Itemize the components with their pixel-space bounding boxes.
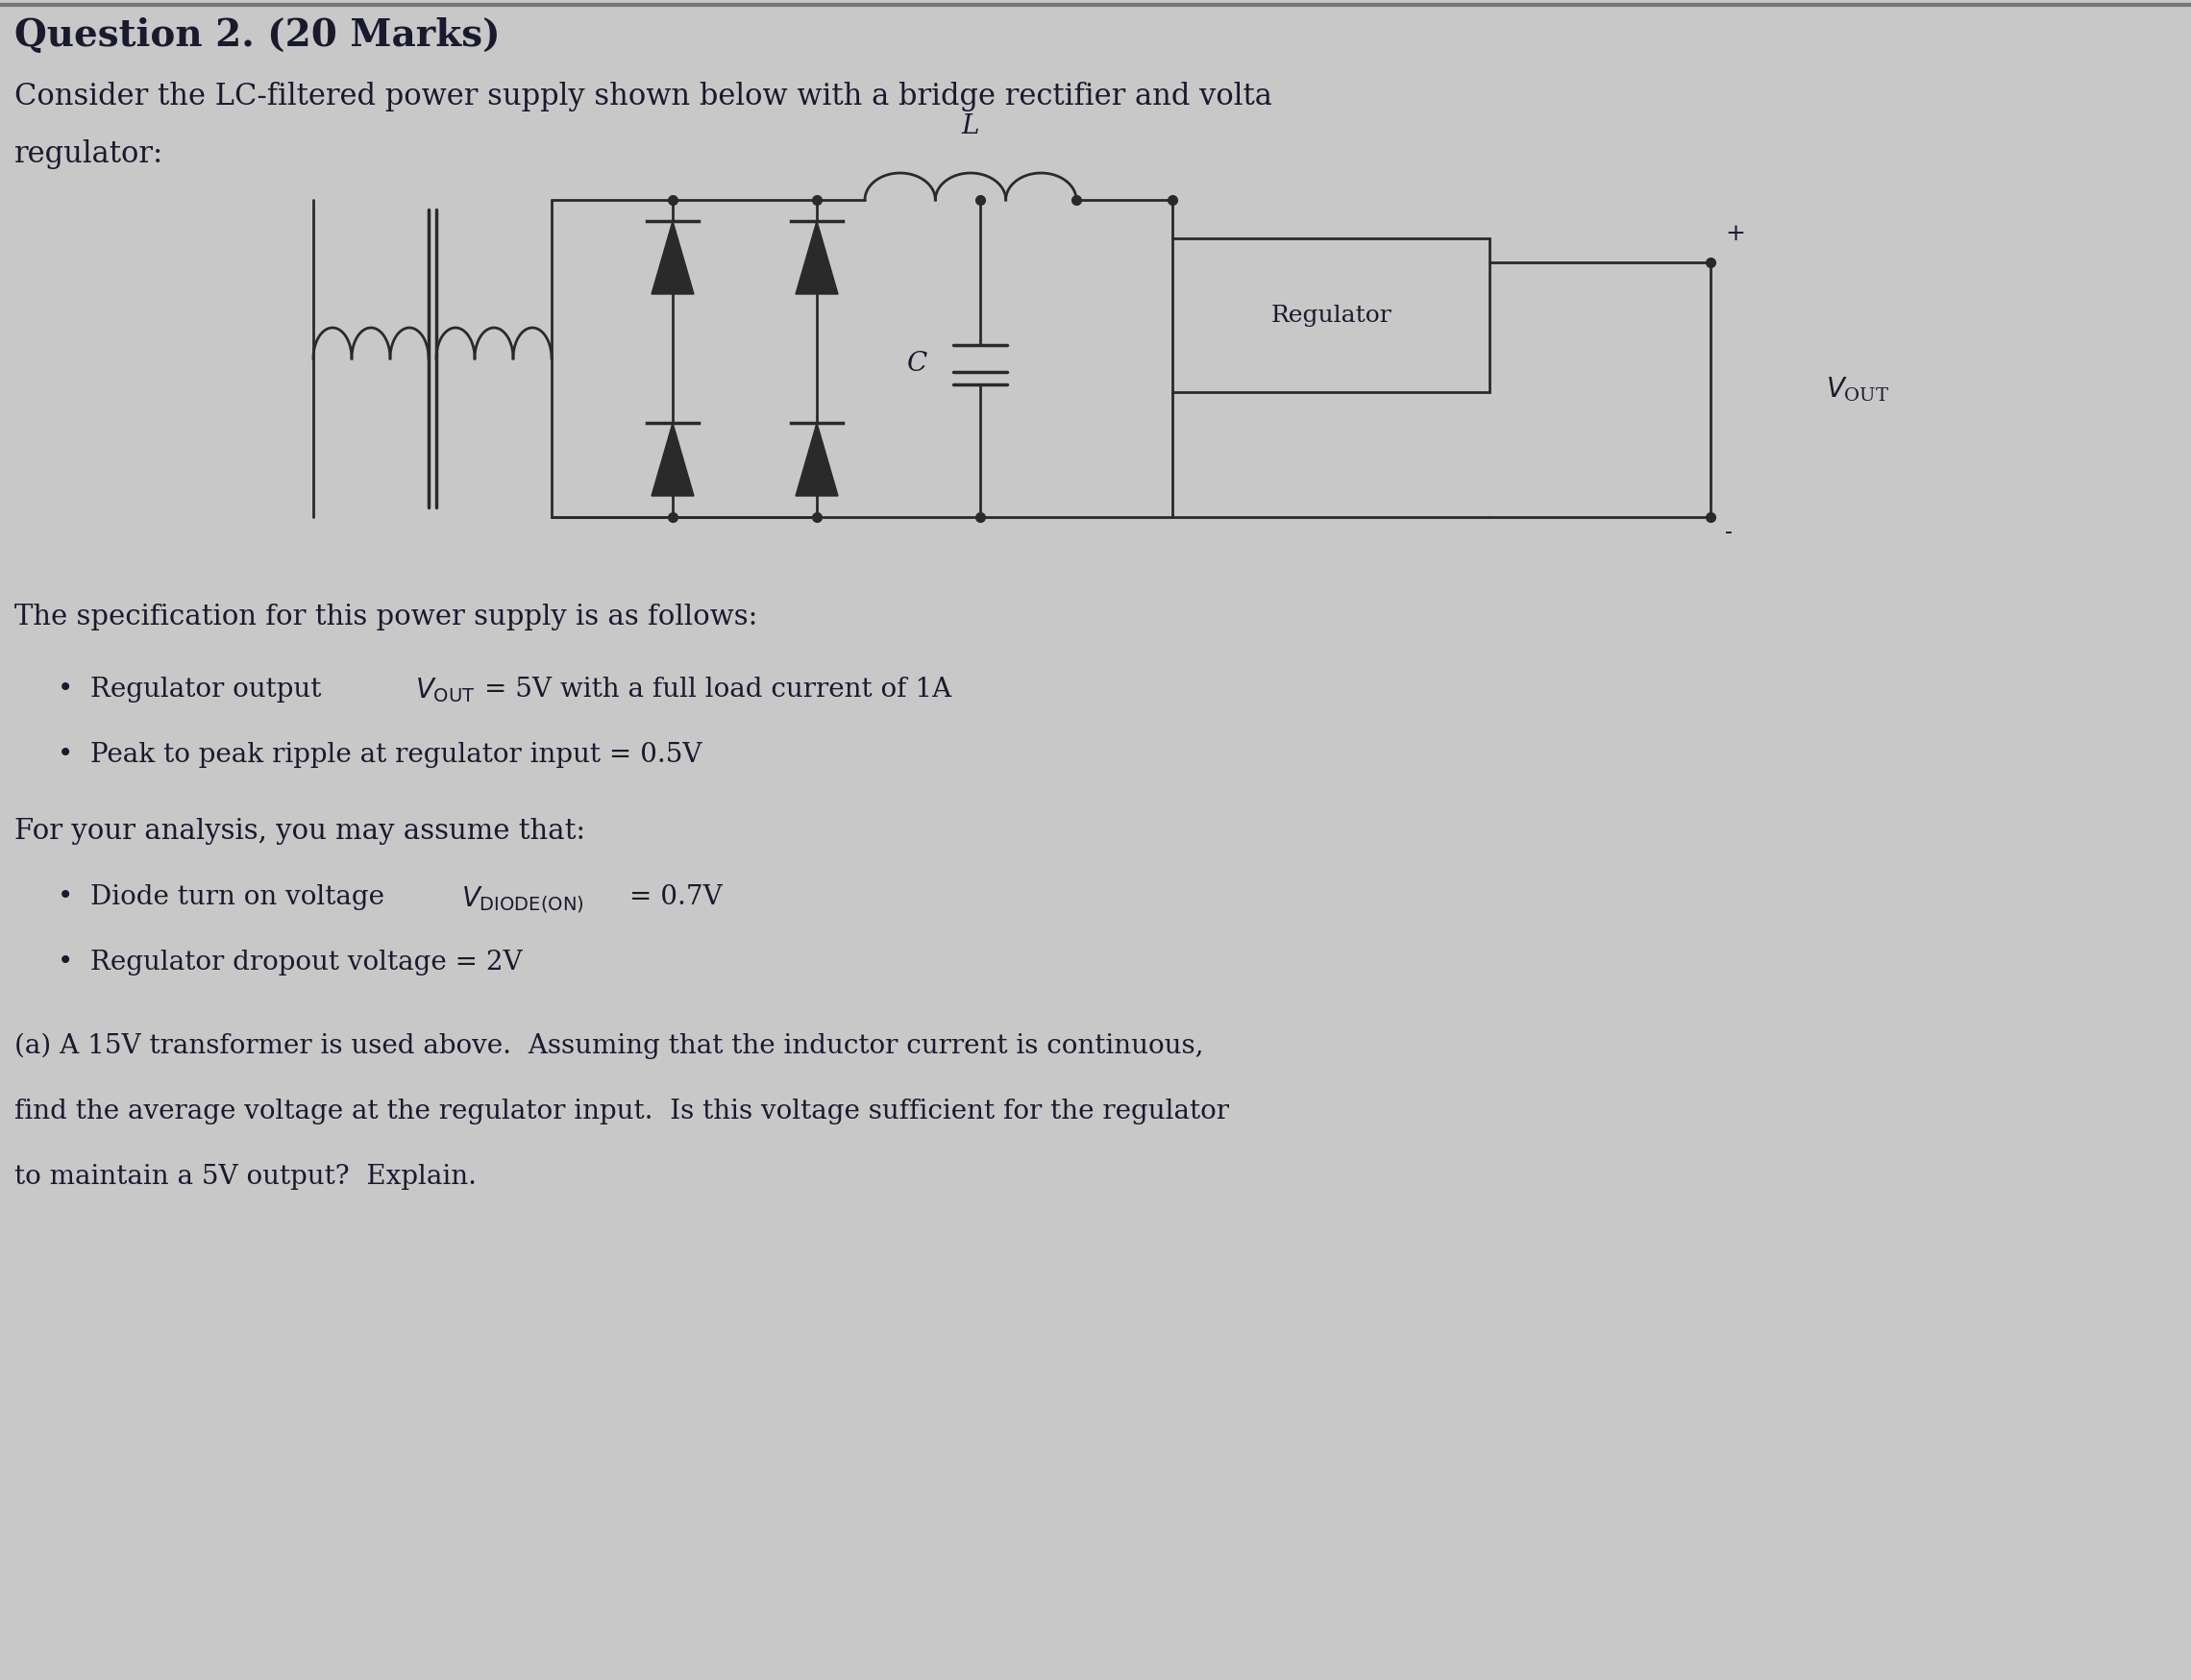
Text: $V_\mathregular{DIODE(ON)}$: $V_\mathregular{DIODE(ON)}$ (462, 884, 583, 914)
Text: = 0.7V: = 0.7V (629, 884, 723, 911)
Text: L: L (962, 114, 979, 139)
Text: $V_\mathregular{OUT}$: $V_\mathregular{OUT}$ (414, 677, 475, 706)
Text: Question 2. (20 Marks): Question 2. (20 Marks) (15, 17, 500, 54)
Text: +: + (1724, 223, 1744, 245)
Text: •  Regulator dropout voltage = 2V: • Regulator dropout voltage = 2V (57, 949, 521, 976)
Text: -: - (1724, 522, 1733, 544)
Text: The specification for this power supply is as follows:: The specification for this power supply … (15, 603, 758, 630)
Text: For your analysis, you may assume that:: For your analysis, you may assume that: (15, 818, 585, 845)
Text: C: C (907, 351, 927, 376)
Text: Consider the LC-filtered power supply shown below with a bridge rectifier and vo: Consider the LC-filtered power supply sh… (15, 82, 1273, 111)
Text: $V_\mathregular{OUT}$: $V_\mathregular{OUT}$ (1825, 375, 1889, 405)
Polygon shape (795, 222, 837, 294)
Text: Regulator: Regulator (1271, 304, 1391, 326)
Text: find the average voltage at the regulator input.  Is this voltage sufficient for: find the average voltage at the regulato… (15, 1099, 1229, 1124)
Bar (1172, 239, 1490, 391)
Text: •  Peak to peak ripple at regulator input = 0.5V: • Peak to peak ripple at regulator input… (57, 743, 701, 768)
Text: regulator:: regulator: (15, 139, 164, 170)
Text: •  Diode turn on voltage: • Diode turn on voltage (57, 884, 392, 911)
Text: = 5V with a full load current of 1A: = 5V with a full load current of 1A (484, 677, 951, 702)
Text: •  Regulator output: • Regulator output (57, 677, 331, 702)
Text: (a) A 15V transformer is used above.  Assuming that the inductor current is cont: (a) A 15V transformer is used above. Ass… (15, 1033, 1203, 1058)
Polygon shape (795, 423, 837, 496)
Polygon shape (651, 423, 695, 496)
Text: to maintain a 5V output?  Explain.: to maintain a 5V output? Explain. (15, 1164, 478, 1189)
Polygon shape (651, 222, 695, 294)
